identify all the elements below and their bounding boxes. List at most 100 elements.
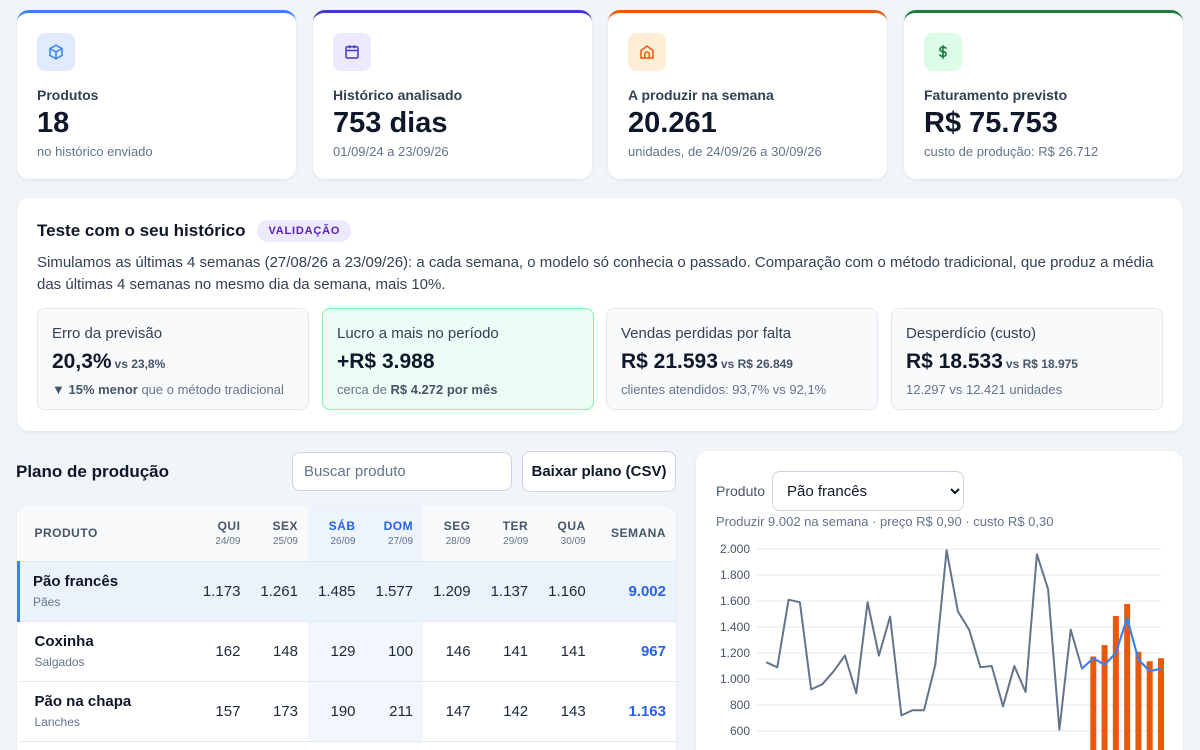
metric-vs: vs 23,8%	[114, 357, 166, 371]
kpi-icon-box	[924, 33, 962, 71]
kpi-label: A produzir na semana	[628, 87, 774, 103]
metric-value: +R$ 3.988	[337, 350, 435, 373]
day-name: QUA	[557, 519, 586, 534]
day-value: 1.137	[480, 561, 539, 622]
col-header-day[interactable]: SEX 25/09	[250, 506, 308, 562]
metric-vs: vs R$ 18.975	[1005, 357, 1078, 371]
product-cell: Coxinha Salgados	[18, 621, 193, 682]
product-chart-card: Produto Pão francês Produzir 9.002 na se…	[696, 451, 1183, 750]
table-header-row: PRODUTO QUI 24/09 SEX 25/09 SÁB 26/09 DOM 27…	[18, 506, 676, 562]
metric-value-row: 20,3% vs 23,8%	[52, 350, 294, 374]
week-total: 1.163	[595, 681, 676, 742]
dollar-icon	[938, 45, 948, 59]
day-date: 25/09	[272, 536, 298, 548]
day-value: 173	[250, 681, 308, 742]
kpi-label: Produtos	[37, 87, 99, 103]
table-row-selected[interactable]: Pão francês Pães 1.173 1.261 1.485 1.577 …	[17, 561, 676, 622]
metric-label: Erro da previsão	[52, 325, 163, 342]
y-tick-label: 1.200	[720, 646, 750, 660]
y-tick-label: 2.000	[720, 542, 750, 556]
day-value: 100	[365, 621, 424, 682]
y-tick-label: 1.800	[720, 568, 750, 582]
day-date: 27/09	[388, 536, 414, 548]
metric-sub: cerca de R$ 4.272 por mês	[337, 382, 579, 397]
product-cell: Pão francês Pães	[17, 561, 193, 622]
metric-desperdicio: Desperdício (custo) R$ 18.533 vs R$ 18.97…	[891, 308, 1163, 410]
forecast-bar	[1124, 603, 1131, 750]
day-value: 141	[538, 621, 596, 682]
day-name: SÁB	[328, 519, 356, 534]
kpi-value: 20.261	[628, 107, 717, 139]
table-row[interactable]: Coxinha Salgados 162 148 129 100 146 141 …	[18, 621, 676, 682]
download-csv-button[interactable]: Baixar plano (CSV)	[522, 451, 676, 492]
plan-table-card: PRODUTO QUI 24/09 SEX 25/09 SÁB 26/09 DOM 27…	[17, 506, 676, 750]
kpi-value: 753 dias	[333, 107, 448, 139]
product-category: Salgados	[34, 655, 85, 669]
plan-title: Plano de produção	[16, 462, 170, 481]
col-header-day[interactable]: TER 29/09	[480, 506, 539, 562]
day-value: 142	[480, 681, 539, 742]
metric-value-row: R$ 21.593 vs R$ 26.849	[621, 350, 863, 374]
kpi-label: Faturamento previsto	[924, 87, 1068, 103]
kpi-sub: 01/09/24 a 23/09/26	[333, 144, 449, 159]
metric-value-row: +R$ 3.988	[337, 350, 579, 374]
metric-sub: ▼ 15% menor que o método tradicional	[52, 382, 294, 397]
kpi-icon-box	[628, 33, 666, 71]
day-value: 1.577	[365, 561, 424, 622]
metric-erro: Erro da previsão 20,3% vs 23,8% ▼ 15% men…	[37, 308, 309, 410]
week-total: 967	[595, 621, 676, 682]
kpi-sub: unidades, de 24/09/26 a 30/09/26	[628, 144, 822, 159]
metric-label: Vendas perdidas por falta	[621, 325, 792, 342]
day-name: TER	[502, 519, 529, 534]
product-name: Pão na chapa	[34, 693, 132, 710]
metric-lucro: Lucro a mais no período +R$ 3.988 cerca …	[322, 308, 594, 410]
product-category: Lanches	[34, 715, 80, 729]
day-value: 143	[538, 681, 596, 742]
metric-value: R$ 18.533	[906, 350, 1003, 373]
col-header-product[interactable]: PRODUTO	[18, 506, 193, 562]
day-value: 162	[192, 621, 251, 682]
calendar-icon	[345, 45, 359, 59]
forecast-bar	[1090, 656, 1097, 750]
metric-label: Lucro a mais no período	[337, 325, 499, 342]
forecast-bar	[1135, 651, 1142, 750]
col-header-day-weekend[interactable]: SÁB 26/09	[307, 506, 366, 562]
kpi-card-historico: Histórico analisado 753 dias 01/09/24 a …	[313, 10, 592, 179]
validation-card: Teste com o seu histórico VALIDAÇÃO Simu…	[17, 198, 1183, 431]
day-value: 1.485	[307, 561, 366, 622]
cube-icon	[49, 44, 63, 60]
metric-value-row: R$ 18.533 vs R$ 18.975	[906, 350, 1148, 374]
day-date: 28/09	[445, 536, 471, 548]
metric-label: Desperdício (custo)	[906, 325, 1037, 342]
product-name: Pão francês	[33, 573, 119, 590]
col-header-day[interactable]: QUI 24/09	[192, 506, 251, 562]
day-value: 1.173	[192, 561, 251, 622]
oven-icon	[640, 45, 654, 59]
col-header-week[interactable]: SEMANA	[595, 506, 676, 562]
day-name: SEX	[272, 519, 298, 534]
metric-sub-text: cerca de	[337, 382, 391, 397]
product-select[interactable]: Pão francês	[772, 471, 964, 511]
y-tick-label: 600	[730, 724, 750, 738]
col-header-day[interactable]: SEG 28/09	[423, 506, 481, 562]
product-cell: Pão na chapa Lanches	[18, 681, 193, 742]
validation-badge: VALIDAÇÃO	[257, 220, 352, 242]
kpi-icon-box	[333, 33, 371, 71]
day-value: 129	[307, 621, 366, 682]
day-name: DOM	[383, 519, 414, 534]
table-row[interactable]: Pão na chapa Lanches 157 173 190 211 147 …	[18, 681, 676, 742]
search-input[interactable]	[292, 452, 512, 491]
day-value: 147	[423, 681, 481, 742]
day-value: 211	[365, 681, 424, 742]
day-date: 24/09	[215, 536, 241, 548]
validation-title: Teste com o seu histórico	[37, 221, 246, 240]
col-header-day[interactable]: QUA 30/09	[538, 506, 596, 562]
kpi-label: Histórico analisado	[333, 87, 463, 103]
y-tick-label: 1.600	[720, 594, 750, 608]
kpi-card-produtos: Produtos 18 no histórico enviado	[17, 10, 296, 179]
y-tick-label: 1.000	[720, 672, 750, 686]
product-select-label: Produto	[716, 483, 766, 499]
day-value: 148	[250, 621, 308, 682]
plan-table: PRODUTO QUI 24/09 SEX 25/09 SÁB 26/09 DOM 27…	[17, 506, 676, 742]
col-header-day-weekend[interactable]: DOM 27/09	[365, 506, 424, 562]
